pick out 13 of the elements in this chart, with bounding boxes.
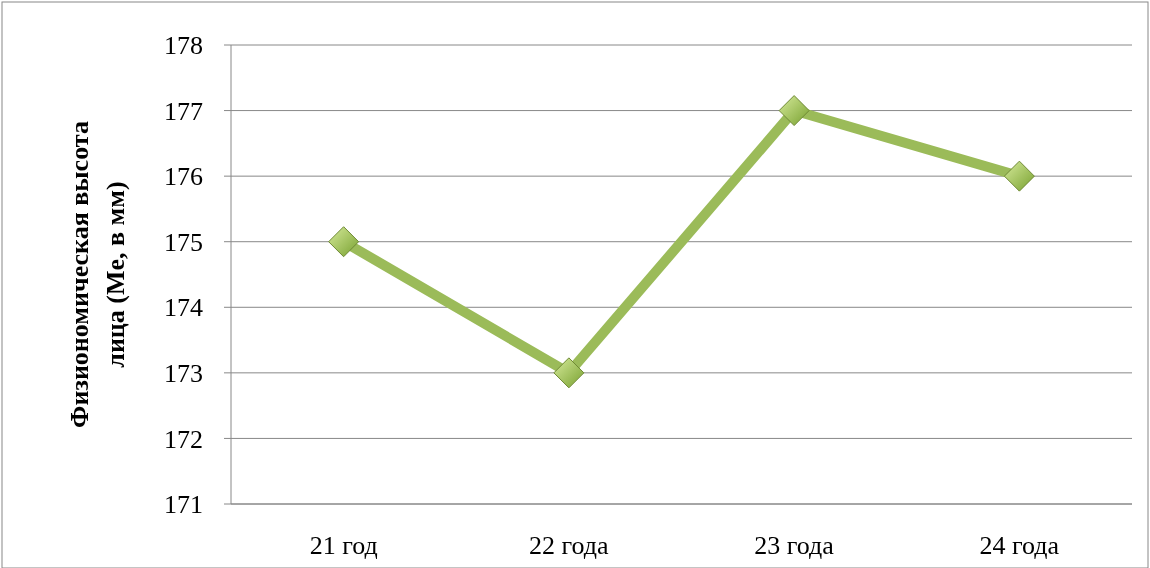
y-tick-label: 172 bbox=[164, 424, 203, 454]
y-tick-label: 171 bbox=[164, 490, 203, 520]
y-tick-label: 174 bbox=[164, 293, 203, 323]
x-tick-label: 24 года bbox=[979, 531, 1060, 560]
x-tick-label: 21 год bbox=[309, 531, 378, 560]
y-tick-label: 177 bbox=[164, 96, 203, 126]
x-tick-label: 23 года bbox=[754, 531, 835, 560]
y-tick-label: 178 bbox=[164, 31, 203, 61]
y-tick-label: 173 bbox=[164, 358, 203, 388]
y-tick-label: 175 bbox=[164, 227, 203, 257]
y-tick-label: 176 bbox=[164, 162, 203, 192]
x-tick-label: 22 года bbox=[529, 531, 610, 560]
y-axis-title: Физиономическая высота лица (Me, в мм) bbox=[65, 121, 130, 428]
